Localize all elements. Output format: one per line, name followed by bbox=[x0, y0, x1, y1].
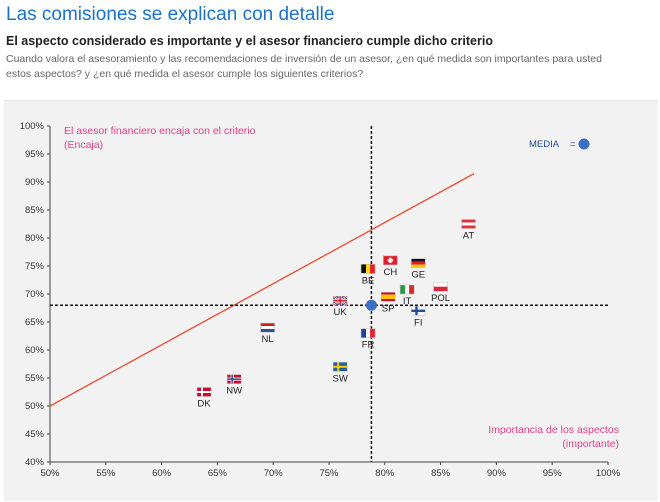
x-tick-label: 80% bbox=[375, 468, 395, 479]
y-tick-label: 90% bbox=[25, 177, 45, 188]
page-title: Las comisiones se explican con detalle bbox=[6, 4, 335, 25]
y-tick-label: 75% bbox=[25, 261, 45, 272]
x-tick-label: 60% bbox=[152, 468, 172, 479]
data-point-pol: POL bbox=[431, 281, 450, 304]
data-point-dk: DK bbox=[196, 387, 211, 410]
legend-label: MEDIA bbox=[529, 139, 560, 150]
country-label: NW bbox=[226, 386, 242, 397]
scatter-chart: 100% 95% 90% 85% 80% 75% 70% 65% 60% 55% 50% 45% 40%… bbox=[20, 121, 621, 479]
x-tick-label: 65% bbox=[208, 468, 228, 479]
y-tick-label: 70% bbox=[25, 289, 45, 300]
x-tick-label: 75% bbox=[319, 468, 339, 479]
quadrant-label-bottom: Importancia de los aspectos bbox=[488, 424, 619, 436]
x-tick-label: 70% bbox=[264, 468, 284, 479]
y-tick-label: 80% bbox=[25, 233, 45, 244]
legend-equals: = bbox=[570, 139, 576, 150]
country-label: BE bbox=[362, 275, 375, 286]
data-point-sw: SW bbox=[333, 362, 348, 384]
country-label: SW bbox=[333, 373, 348, 384]
x-tick-label: 55% bbox=[96, 468, 116, 479]
y-tick-label: 65% bbox=[25, 317, 45, 328]
chart-panel: 100% 95% 90% 85% 80% 75% 70% 65% 60% 55% 50% 45% 40%… bbox=[4, 100, 658, 501]
page-subtitle: El aspecto considerado es importante y e… bbox=[6, 34, 493, 48]
x-tick-label: 50% bbox=[40, 468, 60, 479]
reference-line bbox=[49, 172, 475, 407]
country-label: UK bbox=[334, 307, 348, 318]
legend-mean-marker bbox=[578, 138, 590, 150]
y-tick-label: 60% bbox=[25, 345, 45, 356]
data-point-uk: UK bbox=[332, 295, 348, 318]
data-point-ge: GE bbox=[411, 258, 426, 281]
y-tick-label: 95% bbox=[25, 149, 45, 160]
country-label: SP bbox=[382, 303, 395, 314]
data-point-ch: CH bbox=[383, 255, 398, 278]
x-tick-label: 85% bbox=[431, 468, 451, 479]
country-label: FR bbox=[362, 340, 375, 351]
y-tick-label: 40% bbox=[25, 457, 45, 468]
y-tick-label: 45% bbox=[25, 429, 45, 440]
quadrant-label-top: El asesor financiero encaja con el crite… bbox=[64, 125, 256, 137]
country-label: FI bbox=[414, 317, 422, 328]
y-tick-label: 50% bbox=[25, 401, 45, 412]
data-point-sp: SP bbox=[380, 292, 396, 314]
country-label: NL bbox=[262, 334, 274, 345]
country-label: IT bbox=[403, 296, 412, 307]
page-description: Cuando valora el asesoramiento y las rec… bbox=[6, 53, 602, 80]
data-point-nl: NL bbox=[260, 322, 275, 345]
country-label: DK bbox=[197, 399, 211, 410]
data-point-fr: FR bbox=[360, 328, 376, 351]
quadrant-label-bottom: (importante) bbox=[562, 438, 619, 450]
data-point-be: BE bbox=[360, 264, 376, 286]
x-tick-label: 95% bbox=[543, 468, 563, 479]
country-label: GE bbox=[411, 270, 425, 281]
quadrant-label-top: (Encaja) bbox=[64, 139, 103, 151]
y-tick-label: 55% bbox=[25, 373, 45, 384]
country-label: POL bbox=[431, 293, 450, 304]
x-tick-label: 90% bbox=[487, 468, 507, 479]
x-tick-label: 100% bbox=[596, 468, 621, 479]
data-point-fi: FI bbox=[411, 306, 426, 328]
country-label: CH bbox=[384, 267, 398, 278]
mean-marker bbox=[365, 299, 377, 311]
y-tick-label: 85% bbox=[25, 205, 45, 216]
data-point-nw: NW bbox=[226, 374, 242, 397]
country-label: AT bbox=[463, 231, 475, 242]
data-point-it: IT bbox=[399, 284, 415, 307]
data-point-at: AT bbox=[461, 219, 476, 242]
y-tick-label: 100% bbox=[20, 121, 45, 132]
